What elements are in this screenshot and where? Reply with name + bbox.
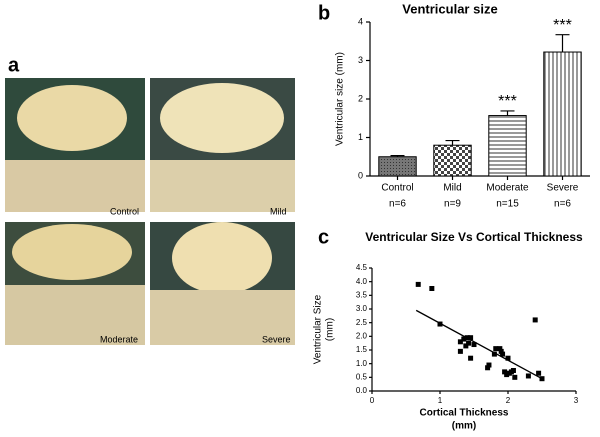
y-tick-label: 2.0: [356, 331, 368, 340]
error-bar: [390, 154, 405, 157]
point: [468, 355, 474, 361]
y-tick-label: 0: [358, 170, 363, 180]
bar: [433, 144, 472, 177]
sample-size: n=6: [554, 199, 571, 210]
y-tick-label: 1: [358, 132, 363, 142]
panel-label: a: [8, 54, 20, 76]
panel-label: b: [318, 2, 330, 24]
x-axis-label: Cortical Thickness: [420, 408, 509, 419]
point: [536, 370, 542, 376]
y-tick-label: 0.0: [356, 386, 368, 395]
x-axis-label: (mm): [452, 421, 476, 432]
point: [486, 362, 492, 368]
y-axis-label: (mm): [325, 318, 336, 341]
y-tick-label: 2.5: [356, 318, 368, 327]
y-tick-label: 4.0: [356, 277, 368, 286]
point: [415, 281, 421, 287]
x-tick-label: 0: [370, 396, 375, 405]
point: [491, 351, 497, 357]
photo-caption: Control: [110, 206, 139, 216]
point: [498, 348, 504, 354]
point: [539, 376, 545, 382]
point: [525, 373, 531, 379]
sample-size: n=9: [444, 199, 461, 210]
photo-caption: Moderate: [100, 334, 138, 344]
point: [464, 335, 470, 341]
x-tick-label: 3: [574, 396, 579, 405]
point: [502, 369, 508, 375]
chart-title: Ventricular size: [402, 1, 497, 16]
point: [466, 340, 472, 346]
y-axis-label: Ventricular size (mm): [335, 52, 346, 146]
x-tick-label: Control: [381, 183, 413, 194]
sample-size: n=6: [389, 199, 406, 210]
point: [471, 342, 477, 348]
x-tick-label: 2: [506, 396, 511, 405]
point: [497, 346, 503, 352]
point: [463, 343, 469, 349]
y-tick-label: 2: [358, 93, 363, 103]
point: [493, 346, 499, 352]
photo-caption: Mild: [270, 206, 287, 216]
significance: ***: [498, 93, 517, 110]
bar: [378, 156, 417, 177]
bar: [543, 51, 582, 177]
y-tick-label: 4.5: [356, 263, 368, 272]
y-tick-label: 3: [358, 55, 363, 65]
point: [485, 365, 491, 371]
photo-panel: [5, 78, 295, 345]
x-tick-label: 1: [438, 396, 443, 405]
x-tick-label: Severe: [547, 183, 579, 194]
error-bar: [500, 110, 515, 116]
point: [457, 348, 463, 354]
error-bar: [445, 139, 460, 146]
chart-title: Ventricular Size Vs Cortical Thickness: [365, 230, 583, 244]
sample-size: n=15: [496, 199, 519, 210]
point: [532, 317, 538, 323]
y-tick-label: 3.0: [356, 304, 368, 313]
y-tick-label: 1.5: [356, 345, 368, 354]
significance: ***: [553, 17, 572, 34]
fit-line: [415, 309, 543, 380]
error-bar: [555, 34, 570, 53]
y-axis-label: Ventricular Size: [313, 294, 324, 364]
y-tick-label: 1.0: [356, 359, 368, 368]
point: [510, 368, 516, 373]
panel-label: c: [318, 226, 329, 248]
photo-caption: Severe: [262, 334, 291, 344]
y-tick-label: 4: [358, 16, 363, 26]
point: [505, 355, 511, 361]
point: [512, 374, 518, 380]
point: [468, 335, 474, 341]
bar: [488, 115, 527, 177]
point: [500, 351, 506, 357]
y-tick-label: 0.5: [356, 372, 368, 381]
y-tick-label: 3.5: [356, 290, 368, 299]
x-tick-label: Moderate: [486, 183, 529, 194]
point: [437, 321, 443, 327]
x-tick-label: Mild: [443, 183, 461, 194]
point: [429, 286, 435, 291]
point: [504, 372, 510, 378]
point: [461, 336, 467, 342]
point: [457, 339, 463, 345]
